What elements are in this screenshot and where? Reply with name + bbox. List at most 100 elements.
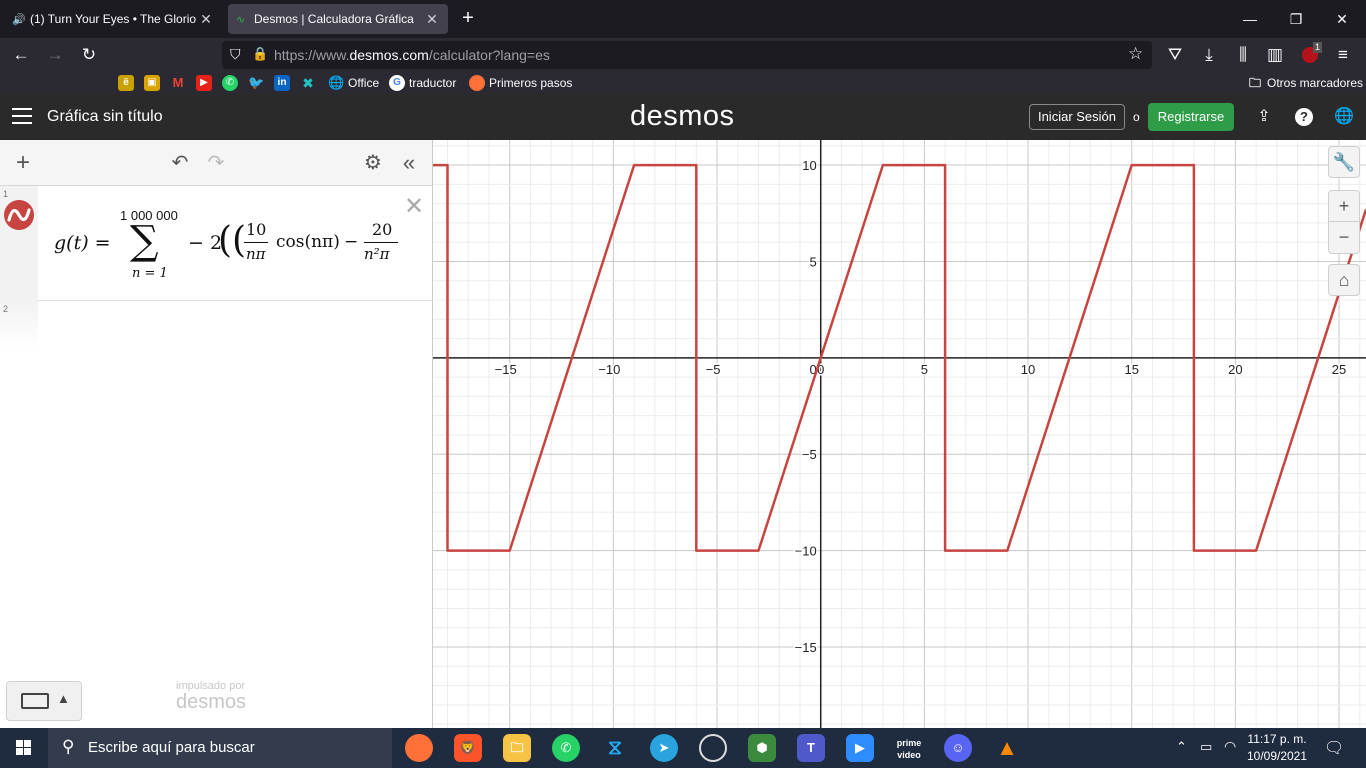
back-button[interactable]: ← bbox=[12, 45, 30, 64]
pocket-icon[interactable]: ⛛ bbox=[1167, 45, 1183, 64]
shield-icon[interactable]: ⛉ bbox=[230, 46, 241, 62]
collapse-panel-icon[interactable]: « bbox=[402, 150, 416, 175]
bookmark-primeros-pasos[interactable]: Primeros pasos bbox=[469, 74, 572, 92]
vlc-taskbar-icon[interactable]: ▲ bbox=[993, 734, 1021, 762]
delete-expression-icon[interactable]: ✕ bbox=[404, 193, 425, 220]
help-icon[interactable]: ? bbox=[1294, 107, 1314, 127]
firefox-taskbar-icon[interactable] bbox=[405, 734, 433, 762]
download-icon[interactable]: ⤓ bbox=[1205, 45, 1213, 64]
zoom-in-button[interactable]: + bbox=[1328, 190, 1360, 222]
graph-paper[interactable]: −15 −10 −5 0 5 10 15 20 25 0 10 5 −5 −10 −15 🔧 + − ⌂ bbox=[433, 140, 1366, 728]
zoom-out-button[interactable]: − bbox=[1328, 222, 1360, 254]
telegram-taskbar-icon[interactable]: ➤ bbox=[650, 734, 678, 762]
battery-icon[interactable]: ▭ bbox=[1200, 739, 1213, 754]
graph-color-icon[interactable] bbox=[4, 200, 34, 230]
obs-taskbar-icon[interactable] bbox=[699, 734, 727, 762]
sidebar-icon[interactable]: ▥ bbox=[1266, 45, 1284, 64]
tab-desmos[interactable]: ∿ Desmos | Calculadora Gráfica ✕ bbox=[228, 4, 448, 34]
bookmark-label: traductor bbox=[409, 76, 457, 90]
signup-button[interactable]: Registrarse bbox=[1148, 103, 1234, 131]
firefox-icon bbox=[469, 75, 485, 91]
undo-icon[interactable]: ↶ bbox=[171, 152, 189, 174]
whatsapp-taskbar-icon[interactable]: ✆ bbox=[552, 734, 580, 762]
close-tab-icon[interactable]: ✕ bbox=[426, 10, 438, 27]
other-bookmarks[interactable]: 🗀 Otros marcadores bbox=[1247, 74, 1363, 92]
tab-youtube[interactable]: 🔊 (1) Turn Your Eyes • The Glorio ✕ bbox=[4, 4, 222, 34]
fraction1-denominator: nπ bbox=[246, 245, 266, 263]
library-icon[interactable]: ⫼ bbox=[1239, 45, 1247, 64]
bookmark-linkedin[interactable]: in bbox=[274, 74, 294, 92]
prime-video-taskbar-icon[interactable]: prime video bbox=[895, 734, 923, 762]
bookmark-twitter[interactable]: 🐦 bbox=[248, 74, 268, 92]
bookmark-photos[interactable]: ▣ bbox=[144, 74, 164, 92]
navigation-bar: ← → ↻ ⛉ 🔒 https://www.desmos.com/calcula… bbox=[0, 38, 1366, 72]
teams-taskbar-icon[interactable]: T bbox=[797, 734, 825, 762]
start-button[interactable] bbox=[0, 728, 48, 768]
show-hidden-icons-icon[interactable]: ⌃ bbox=[1176, 739, 1187, 754]
taskbar-search[interactable]: ⚲ Escribe aquí para buscar bbox=[48, 728, 392, 768]
bookmark-youtube[interactable]: ▶ bbox=[196, 74, 216, 92]
system-clock[interactable]: 11:17 p. m. 10/09/2021 bbox=[1244, 731, 1310, 765]
notifications-icon[interactable]: 🗨 bbox=[1324, 740, 1345, 757]
settings-gear-icon[interactable]: ⚙ bbox=[364, 152, 382, 174]
graph-canvas[interactable]: −15 −10 −5 0 5 10 15 20 25 0 10 5 −5 −10 −15 bbox=[433, 140, 1366, 728]
star-icon[interactable]: ☆ bbox=[1128, 44, 1144, 63]
close-tab-icon[interactable]: ✕ bbox=[200, 10, 212, 27]
language-globe-icon[interactable]: 🌐 bbox=[1334, 108, 1354, 125]
forward-button[interactable]: → bbox=[46, 45, 64, 64]
default-viewport-home-icon[interactable]: ⌂ bbox=[1328, 264, 1360, 296]
desmos-logo: desmos bbox=[630, 100, 735, 132]
redo-icon[interactable]: ↷ bbox=[207, 152, 225, 174]
speaker-icon[interactable]: 🔊 bbox=[12, 13, 26, 26]
powered-by-text: impulsado por bbox=[176, 680, 246, 692]
lock-icon[interactable]: 🔒 bbox=[252, 46, 269, 61]
expression-row[interactable]: 1 ✕ g(t) = 1 000 000 ∑ n = 1 − 2 (( 10 n… bbox=[0, 186, 432, 301]
login-button[interactable]: Iniciar Sesión bbox=[1029, 104, 1125, 130]
cosine-term: cos(nπ) bbox=[276, 232, 340, 252]
sum-lower-limit: n = 1 bbox=[132, 266, 168, 281]
bookmark-office[interactable]: 🌐 Office bbox=[328, 74, 379, 92]
minimize-button[interactable]: — bbox=[1243, 11, 1257, 27]
curve-g-of-t bbox=[433, 163, 1366, 552]
hamburger-menu-icon[interactable]: ≡ bbox=[1338, 45, 1348, 64]
y-tick-label: 5 bbox=[809, 254, 816, 269]
zoom-taskbar-icon[interactable]: ▶ bbox=[846, 734, 874, 762]
x-tick-label: 0 bbox=[817, 362, 824, 377]
reload-button[interactable]: ↻ bbox=[81, 45, 97, 64]
formula-input[interactable]: g(t) = 1 000 000 ∑ n = 1 − 2 (( 10 nπ co… bbox=[54, 204, 398, 284]
keypad-toggle-button[interactable]: ▲ bbox=[6, 681, 82, 721]
bookmark-hub[interactable]: ✖ bbox=[300, 74, 320, 92]
wifi-icon[interactable]: ◠ bbox=[1224, 738, 1237, 754]
keyboard-icon bbox=[21, 693, 49, 709]
discord-taskbar-icon[interactable]: ☺ bbox=[944, 734, 972, 762]
ublock-icon[interactable]: 1 bbox=[1297, 42, 1323, 68]
google-icon: G bbox=[389, 75, 405, 91]
bookmark-gmail[interactable]: M bbox=[170, 74, 190, 92]
new-tab-button[interactable]: + bbox=[462, 7, 474, 29]
bookmark-e[interactable]: ë bbox=[118, 74, 138, 92]
graph-title[interactable]: Gráfica sin título bbox=[47, 108, 163, 125]
x-tick-label: 15 bbox=[1124, 362, 1138, 377]
fraction2-numerator: 20 bbox=[372, 220, 393, 239]
powered-by-logo[interactable]: desmos bbox=[176, 691, 247, 713]
share-icon[interactable]: ⇪ bbox=[1257, 108, 1271, 125]
expression-gutter: 2 bbox=[0, 301, 38, 349]
windows-taskbar: ⚲ Escribe aquí para buscar 🦁 🗀 ✆ ⧖ ➤ ⬢ T… bbox=[0, 728, 1366, 768]
sigma-symbol: ∑ bbox=[130, 218, 159, 264]
or-text: o bbox=[1133, 110, 1140, 124]
url-bar[interactable]: ⛉ 🔒 https://www.desmos.com/calculator?la… bbox=[222, 41, 1152, 69]
fraction1-numerator: 10 bbox=[246, 220, 267, 239]
vscode-taskbar-icon[interactable]: ⧖ bbox=[601, 734, 629, 762]
menu-icon[interactable] bbox=[12, 108, 32, 124]
expression-row-empty[interactable]: 2 bbox=[0, 301, 432, 349]
bookmark-whatsapp[interactable]: ✆ bbox=[222, 74, 242, 92]
package-taskbar-icon[interactable]: ⬢ bbox=[748, 734, 776, 762]
graph-settings-wrench-icon[interactable]: 🔧 bbox=[1328, 146, 1360, 178]
origin-label: 0 bbox=[809, 362, 816, 377]
add-item-button[interactable]: + bbox=[15, 149, 30, 176]
restore-button[interactable]: ❐ bbox=[1289, 11, 1303, 27]
file-explorer-icon[interactable]: 🗀 bbox=[503, 734, 531, 762]
brave-taskbar-icon[interactable]: 🦁 bbox=[454, 734, 482, 762]
close-window-button[interactable]: ✕ bbox=[1336, 11, 1348, 27]
